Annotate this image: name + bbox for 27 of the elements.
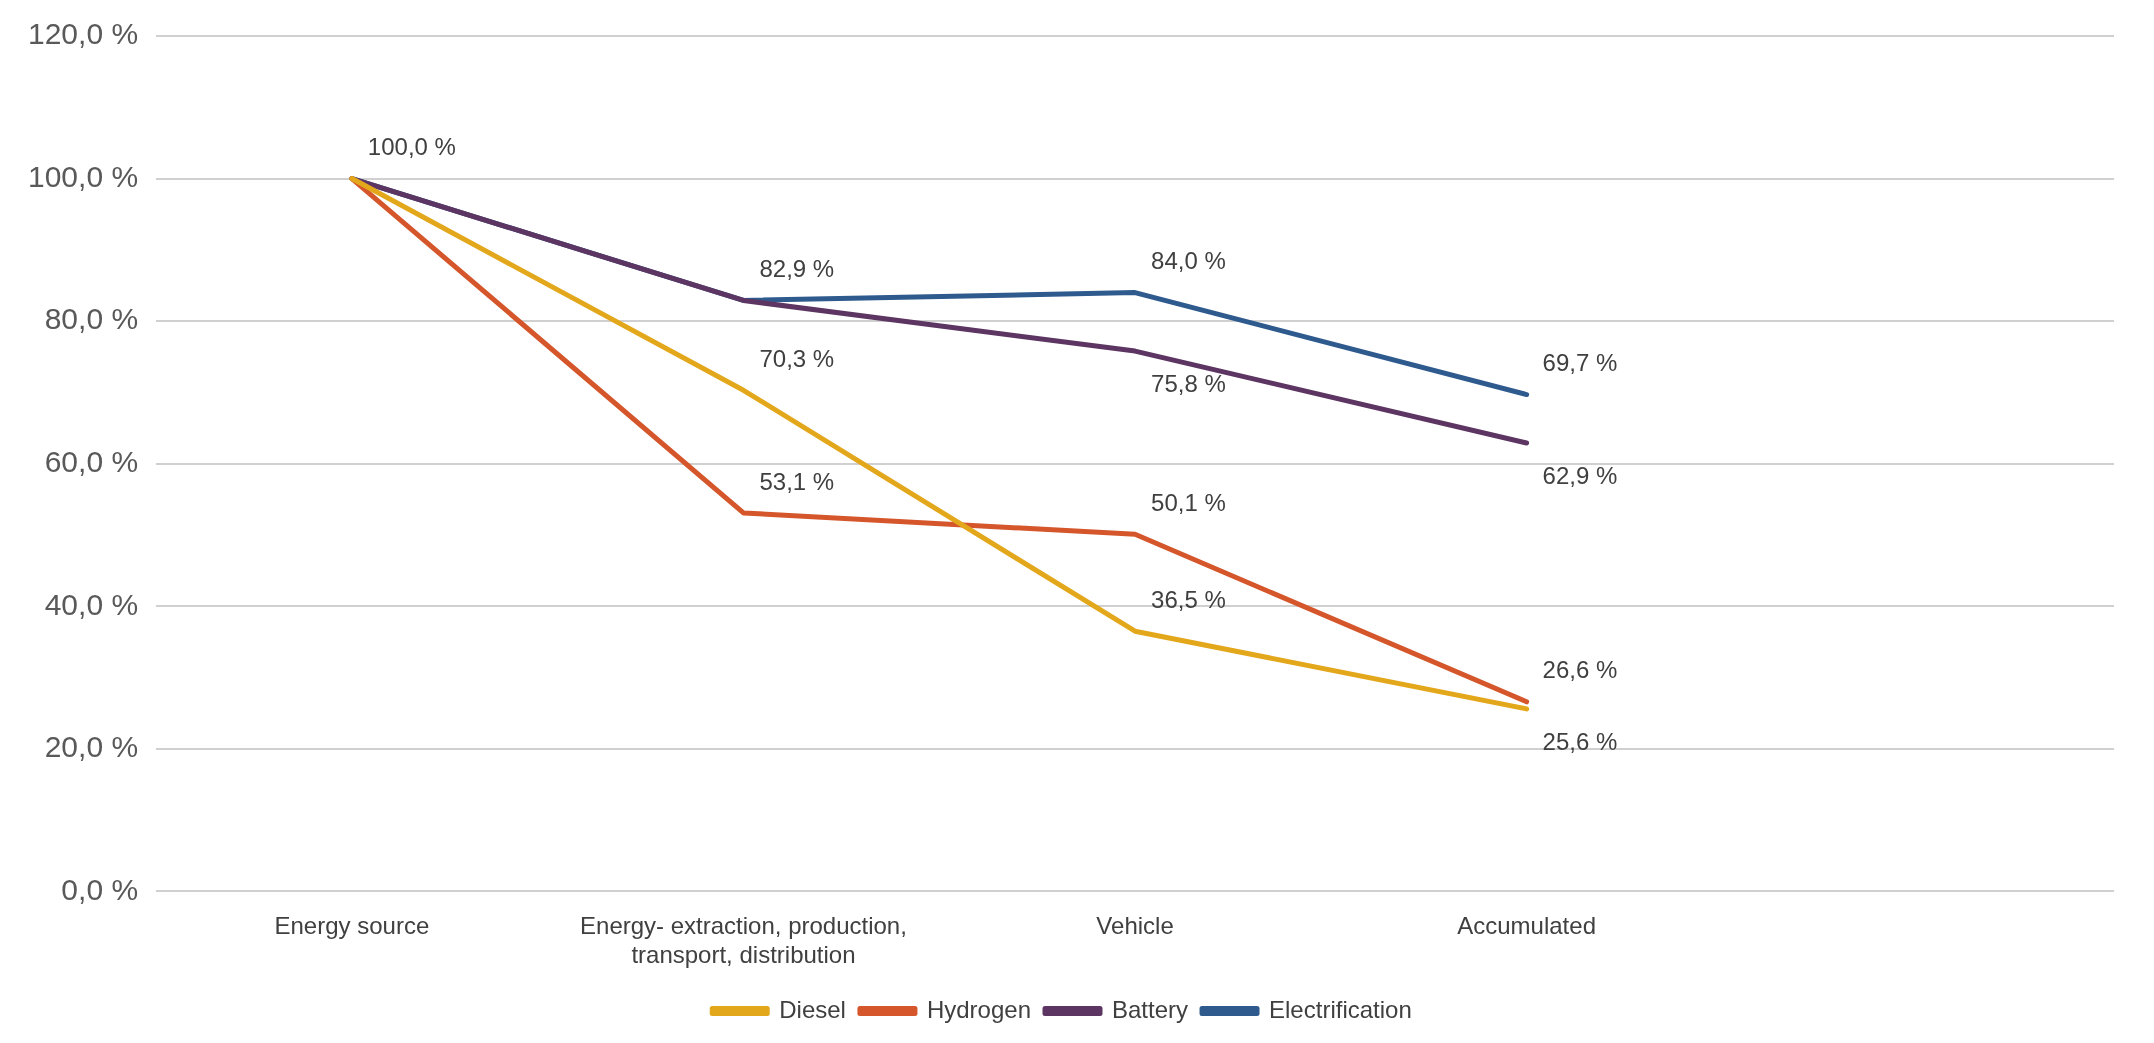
data-label: 84,0 % bbox=[1151, 247, 1226, 275]
data-label: 50,1 % bbox=[1151, 488, 1226, 516]
y-tick-label: 20,0 % bbox=[44, 730, 139, 764]
data-label: 25,6 % bbox=[1542, 727, 1618, 755]
data-label: 100,0 % bbox=[367, 133, 456, 161]
legend-label: Electrification bbox=[1269, 995, 1412, 1023]
legend-label: Diesel bbox=[779, 995, 846, 1023]
data-label: 70,3 % bbox=[759, 344, 835, 372]
data-label: 69,7 % bbox=[1542, 349, 1618, 377]
y-tick-label: 80,0 % bbox=[44, 302, 139, 336]
x-tick-label: Vehicle bbox=[1096, 912, 1174, 940]
data-label: 26,6 % bbox=[1542, 656, 1618, 684]
x-tick-label: Accumulated bbox=[1457, 912, 1596, 940]
data-label: 75,8 % bbox=[1151, 369, 1226, 397]
data-label: 82,9 % bbox=[759, 255, 835, 283]
x-tick-label: Energy- extraction, production, transport, distribution bbox=[580, 912, 907, 969]
legend-label: Battery bbox=[1112, 995, 1189, 1023]
legend-label: Hydrogen bbox=[926, 995, 1031, 1023]
data-label: 36,5 % bbox=[1151, 585, 1226, 613]
x-tick-label: Energy source bbox=[274, 912, 430, 940]
y-tick-label: 100,0 % bbox=[27, 159, 139, 193]
y-tick-label: 0,0 % bbox=[61, 872, 139, 906]
y-tick-label: 120,0 % bbox=[27, 17, 139, 51]
y-tick-label: 60,0 % bbox=[44, 444, 139, 478]
y-tick-label: 40,0 % bbox=[44, 587, 139, 621]
data-label: 62,9 % bbox=[1542, 461, 1618, 489]
data-label: 53,1 % bbox=[759, 467, 835, 495]
